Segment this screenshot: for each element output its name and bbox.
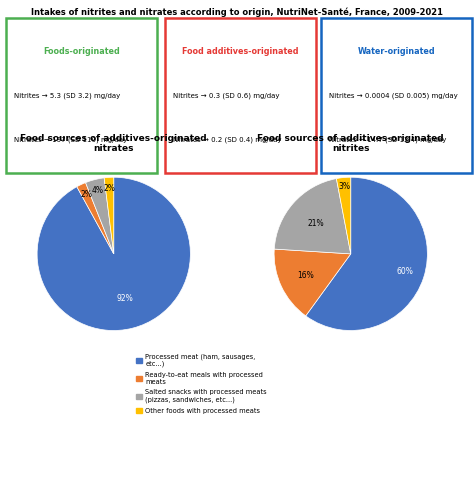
Text: Nitrites → 5.3 (SD 3.2) mg/day: Nitrites → 5.3 (SD 3.2) mg/day — [14, 92, 120, 99]
FancyBboxPatch shape — [321, 18, 473, 173]
Wedge shape — [37, 177, 191, 331]
Text: Intakes of nitrites and nitrates according to origin, NutriNet-Santé, France, 20: Intakes of nitrites and nitrates accordi… — [31, 7, 443, 17]
Text: Nitrites → 0.0004 (SD 0.005) mg/day: Nitrites → 0.0004 (SD 0.005) mg/day — [329, 92, 458, 99]
Text: Water-originated: Water-originated — [358, 47, 436, 56]
Title: Food sources of additives-originated
nitrites: Food sources of additives-originated nit… — [257, 134, 444, 153]
Wedge shape — [77, 182, 114, 254]
Text: Nitrates → 0.2 (SD 0.4) mg/day: Nitrates → 0.2 (SD 0.4) mg/day — [173, 137, 281, 143]
Text: 16%: 16% — [297, 271, 314, 280]
Wedge shape — [337, 177, 351, 254]
Text: Food additives-originated: Food additives-originated — [182, 47, 299, 56]
Text: 3%: 3% — [338, 182, 350, 191]
Wedge shape — [274, 249, 351, 316]
Text: 92%: 92% — [117, 294, 134, 303]
Text: Nitrates → 197 (SD 110) mg/day: Nitrates → 197 (SD 110) mg/day — [14, 137, 127, 143]
Wedge shape — [104, 177, 114, 254]
Legend: Processed meat (ham, sausages,
etc...), Ready-to-eat meals with processed
meats,: Processed meat (ham, sausages, etc...), … — [136, 353, 267, 413]
Wedge shape — [306, 177, 428, 331]
Text: 2%: 2% — [80, 191, 92, 199]
Text: 60%: 60% — [397, 267, 414, 276]
Text: Nitrites → 0.3 (SD 0.6) mg/day: Nitrites → 0.3 (SD 0.6) mg/day — [173, 92, 279, 99]
Text: Foods-originated: Foods-originated — [44, 47, 120, 56]
Text: 4%: 4% — [91, 186, 103, 195]
Text: 2%: 2% — [104, 184, 116, 194]
Wedge shape — [274, 179, 351, 254]
Text: Nitrates → 14.7 (SD 12.4) mg/day: Nitrates → 14.7 (SD 12.4) mg/day — [329, 137, 447, 143]
FancyBboxPatch shape — [6, 18, 157, 173]
Wedge shape — [85, 178, 114, 254]
Text: 21%: 21% — [308, 219, 325, 228]
FancyBboxPatch shape — [165, 18, 316, 173]
Title: Food sources of additives-originated
nitrates: Food sources of additives-originated nit… — [20, 134, 207, 153]
